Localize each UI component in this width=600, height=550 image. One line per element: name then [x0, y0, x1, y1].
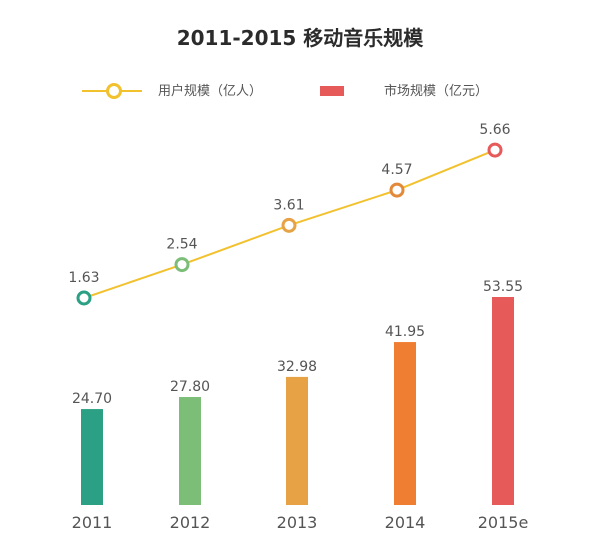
- bar-2013: [286, 376, 308, 505]
- legend-market-label: 市场规模（亿元）: [384, 84, 489, 99]
- x-tick-2015e: 2015e: [478, 513, 529, 532]
- bar-label-2014: 41.95: [385, 324, 425, 340]
- bar-label-2011: 24.70: [72, 391, 112, 407]
- line-label-2011: 1.63: [68, 270, 99, 286]
- chart-title: 2011-2015 移动音乐规模: [176, 26, 424, 50]
- x-tick-2013: 2013: [277, 513, 318, 532]
- bar-2014: [394, 342, 416, 505]
- legend-user-label: 用户规模（亿人）: [158, 84, 263, 99]
- line-point-2015e: [487, 142, 503, 158]
- bar-label-2013: 32.98: [277, 359, 317, 375]
- line-label-2013: 3.61: [273, 197, 304, 213]
- line-point-2014: [389, 182, 405, 198]
- legend-line-marker: [106, 83, 122, 99]
- bar-2012: [179, 397, 201, 505]
- x-tick-2014: 2014: [385, 513, 426, 532]
- line-label-2015e: 5.66: [479, 122, 510, 138]
- line-point-2013: [281, 217, 297, 233]
- line-label-2012: 2.54: [166, 237, 197, 253]
- legend-bar-swatch: [320, 86, 344, 96]
- bar-2011: [81, 409, 103, 505]
- bar-2015e: [492, 297, 514, 505]
- line-label-2014: 4.57: [381, 162, 412, 178]
- bar-label-2015e: 53.55: [483, 279, 523, 295]
- x-tick-2011: 2011: [72, 513, 113, 532]
- x-tick-2012: 2012: [170, 513, 211, 532]
- line-point-2011: [76, 290, 92, 306]
- bar-label-2012: 27.80: [170, 379, 210, 395]
- line-point-2012: [174, 257, 190, 273]
